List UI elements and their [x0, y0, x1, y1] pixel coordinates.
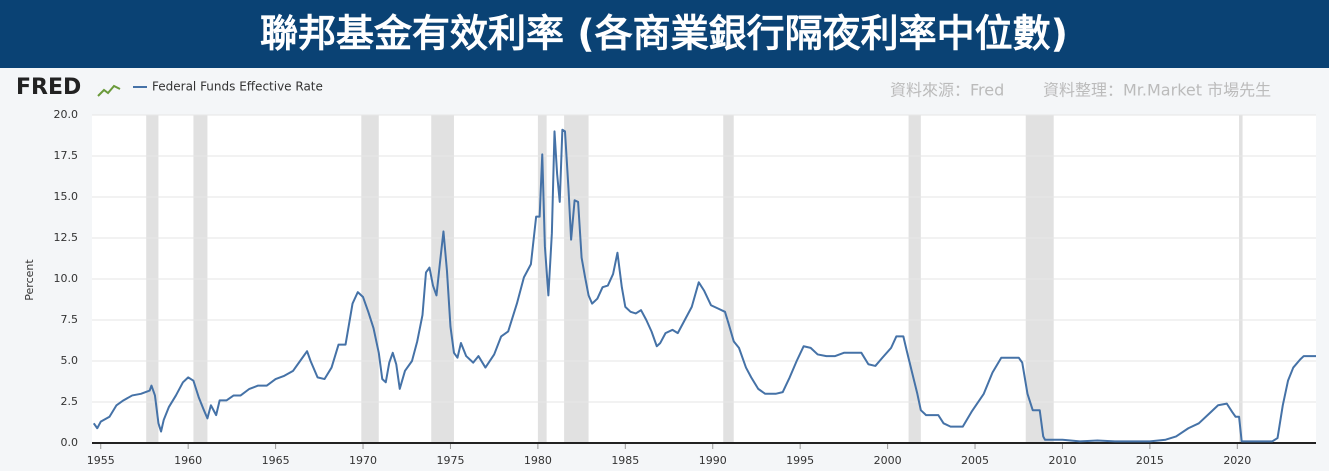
- x-tick-label: 2010: [1048, 454, 1076, 467]
- x-tick-label: 1955: [87, 454, 115, 467]
- credit-note: 資料整理：Mr.Market 市場先生: [1043, 81, 1271, 100]
- x-tick-label: 1980: [524, 454, 552, 467]
- y-tick-label: 0.0: [61, 436, 79, 449]
- x-tick-label: 1970: [349, 454, 377, 467]
- y-tick-label: 20.0: [54, 108, 79, 121]
- y-tick-label: 2.5: [61, 395, 79, 408]
- title-banner: [0, 0, 1329, 68]
- x-tick-label: 1990: [699, 454, 727, 467]
- y-tick-label: 15.0: [54, 190, 79, 203]
- x-tick-label: 2000: [874, 454, 902, 467]
- y-tick-label: 17.5: [54, 149, 79, 162]
- y-axis-label: Percent: [23, 259, 36, 301]
- y-tick-label: 12.5: [54, 231, 79, 244]
- x-tick-label: 1985: [611, 454, 639, 467]
- source-note: 資料來源：Fred: [890, 81, 1004, 100]
- chart-title: 聯邦基金有效利率 (各商業銀行隔夜利率中位數): [260, 12, 1068, 56]
- x-tick-label: 1975: [436, 454, 464, 467]
- series-line: [92, 128, 1316, 443]
- legend-label: Federal Funds Effective Rate: [152, 80, 323, 94]
- x-tick-label: 1960: [174, 454, 202, 467]
- y-tick-label: 5.0: [61, 354, 79, 367]
- logo: FRED: [16, 75, 81, 100]
- y-tick-label: 10.0: [54, 272, 79, 285]
- x-tick-label: 2005: [961, 454, 989, 467]
- y-tick-label: 7.5: [61, 313, 79, 326]
- logo-icon: [97, 84, 121, 97]
- x-tick-label: 1965: [262, 454, 290, 467]
- x-tick-label: 2020: [1223, 454, 1251, 467]
- x-tick-label: 1995: [786, 454, 814, 467]
- x-tick-label: 2015: [1136, 454, 1164, 467]
